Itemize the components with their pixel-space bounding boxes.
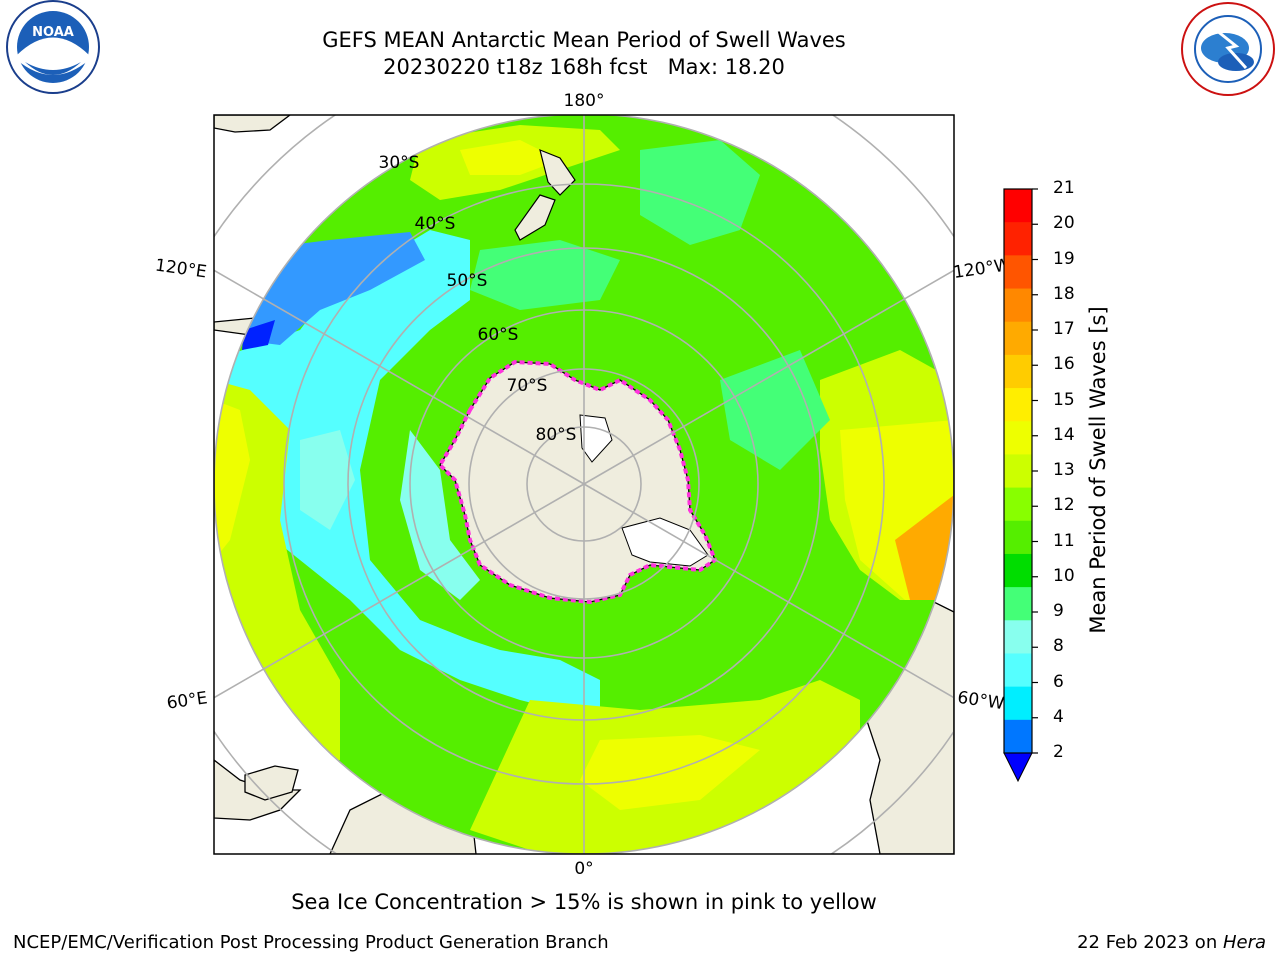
lat-label-60s: 60°S (478, 325, 519, 345)
issue-date-text: 22 Feb 2023 on (1077, 932, 1223, 953)
colorbar-tick-label: 20 (1053, 213, 1075, 234)
map-frame (213, 114, 955, 855)
issue-date: 22 Feb 2023 on Hera (1077, 932, 1266, 953)
colorbar-tick-label: 16 (1053, 354, 1075, 375)
sea-ice-edge (437, 359, 718, 605)
chart-title: GEFS MEAN Antarctic Mean Period of Swell… (234, 27, 934, 81)
lat-label-30s: 30°S (379, 153, 420, 173)
colorbar-segment (1004, 354, 1032, 389)
colorbar-tick-label: 17 (1053, 319, 1075, 339)
colorbar-segment (1004, 487, 1032, 522)
colorbar-tick-label: 6 (1053, 671, 1064, 692)
colorbar-segment (1004, 255, 1032, 290)
colorbar-tick-label: 11 (1053, 530, 1075, 551)
title-line-1: GEFS MEAN Antarctic Mean Period of Swell… (322, 28, 846, 52)
colorbar-tick-label: 18 (1053, 283, 1075, 304)
colorbar-label: Mean Period of Swell Waves [s] (1086, 306, 1110, 634)
colorbar-segment (1004, 288, 1032, 323)
machine-name: Hera (1222, 932, 1266, 953)
meridian-120w (583, 269, 954, 485)
weddell-sea-ice (621, 517, 709, 567)
colorbar-tick-label: 9 (1053, 601, 1064, 621)
colorbar-tick-label: 15 (1053, 389, 1075, 410)
colorbar-tick-label: 8 (1053, 636, 1064, 657)
colorbar-tick-label: 4 (1053, 706, 1064, 727)
lon-label-120e: 120°E (154, 255, 208, 282)
colorbar-segment (1004, 388, 1032, 422)
colorbar-tick-label: 21 (1053, 178, 1075, 198)
colorbar-segment (1004, 189, 1032, 223)
colorbar-segment (1004, 421, 1032, 455)
colorbar-tick-label: 2 (1053, 742, 1064, 762)
colorbar-tick-label: 14 (1053, 424, 1075, 445)
colorbar-segment (1004, 222, 1032, 256)
lon-label-60e: 60°E (166, 688, 209, 713)
colorbar-segment (1004, 620, 1032, 654)
colorbar-tick-label: 12 (1053, 495, 1075, 516)
new-zealand (514, 149, 576, 241)
meridian-60w (583, 483, 954, 699)
lat-label-50s: 50°S (447, 271, 488, 291)
colorbar-segment (1004, 454, 1032, 489)
lon-label-120w: 120°W (952, 255, 1012, 283)
producer-credit: NCEP/EMC/Verification Post Processing Pr… (13, 932, 609, 953)
lon-label-0: 0° (574, 859, 593, 879)
colorbar-segment (1004, 686, 1032, 721)
lon-label-180: 180° (564, 91, 605, 111)
lat-label-80s: 80°S (536, 425, 577, 445)
meridian-120e (214, 269, 585, 485)
colorbar-segment (1004, 520, 1032, 555)
colorbar-segments (1004, 189, 1032, 754)
colorbar-segment (1004, 321, 1032, 356)
colorbar-segment (1004, 719, 1032, 754)
noaa-logo-text: NOAA (32, 25, 74, 40)
colorbar-tick-label: 10 (1053, 565, 1075, 586)
colorbar-tick-label: 13 (1053, 460, 1075, 480)
nws-logo (1181, 2, 1275, 96)
lon-label-60w: 60°W (956, 688, 1005, 714)
colorbar-segment (1004, 587, 1032, 621)
title-line-2: 20230220 t18z 168h fcst Max: 18.20 (383, 55, 785, 79)
colorbar-tick-label: 19 (1053, 248, 1075, 269)
colorbar-segment (1004, 553, 1032, 588)
meridian-60e (214, 483, 585, 699)
sea-ice-note: Sea Ice Concentration > 15% is shown in … (291, 890, 877, 914)
colorbar-tick-marks (1032, 188, 1038, 754)
colorbar-segment (1004, 653, 1032, 688)
lat-label-70s: 70°S (507, 376, 548, 396)
colorbar-extend-arrow (1003, 752, 1033, 783)
noaa-logo: NOAA (6, 0, 100, 94)
lat-label-40s: 40°S (415, 214, 456, 234)
